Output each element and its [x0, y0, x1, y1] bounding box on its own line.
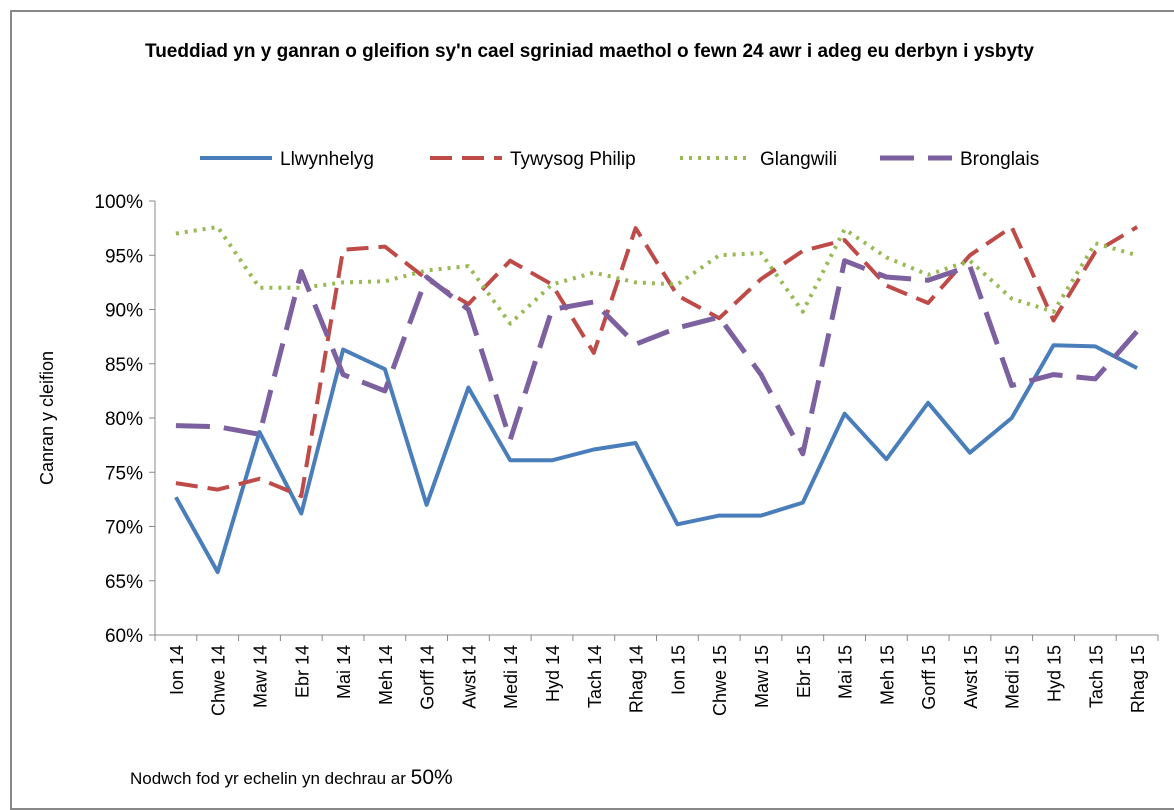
series-line	[175, 225, 1139, 499]
x-tick-label: Meh 14	[376, 645, 396, 705]
x-tick-label: Awst 14	[459, 645, 479, 709]
x-tick-label: Mai 15	[836, 645, 856, 699]
x-tick-label: Tach 14	[585, 645, 605, 708]
legend-label: Tywysog Philip	[510, 149, 636, 170]
x-tick-label: Hyd 14	[543, 645, 563, 702]
footnote: Nodwch fod yr echelin yn dechrau ar 50%	[130, 766, 453, 790]
y-tick-label: 90%	[105, 301, 143, 322]
legend-label: Glangwili	[760, 149, 837, 170]
x-tick-label: Ion 14	[167, 645, 187, 695]
x-tick-label: Ebr 14	[292, 645, 312, 698]
y-tick-label: 65%	[105, 572, 143, 593]
x-tick-label: Gorff 15	[919, 645, 939, 710]
x-tick-label: Chwe 15	[710, 645, 730, 716]
y-tick-label: 85%	[105, 355, 143, 376]
legend-label: Llwynhelyg	[280, 149, 374, 170]
x-tick-label: Medi 15	[1003, 645, 1023, 709]
y-tick-label: 70%	[105, 518, 143, 539]
series-line	[174, 343, 1139, 575]
y-tick-label: 80%	[105, 409, 143, 430]
footnote-emphasis: 50%	[410, 766, 453, 789]
chart-title: Tueddiad yn y ganran o gleifion sy'n cae…	[145, 41, 1034, 62]
y-tick-label: 100%	[94, 192, 143, 213]
y-tick-label: 60%	[105, 626, 143, 647]
x-tick-label: Meh 15	[877, 645, 897, 705]
legend-label: Bronglais	[960, 149, 1039, 170]
x-tick-label: Ion 15	[668, 645, 688, 695]
x-tick-label: Maw 14	[250, 645, 270, 708]
x-tick-label: Chwe 14	[209, 645, 229, 716]
x-tick-label: Hyd 15	[1045, 645, 1065, 702]
x-tick-label: Rhag 14	[627, 645, 647, 713]
x-tick-label: Gorff 14	[418, 645, 438, 710]
x-tick-label: Mai 14	[334, 645, 354, 699]
series-line	[175, 258, 1139, 457]
x-tick-label: Medi 14	[501, 645, 521, 709]
x-tick-label: Maw 15	[752, 645, 772, 708]
x-tick-label: Tach 15	[1086, 645, 1106, 708]
y-tick-label: 75%	[105, 463, 143, 484]
x-tick-label: Rhag 15	[1128, 645, 1148, 713]
y-axis-label: Canran y cleifion	[37, 351, 57, 485]
footnote-text: Nodwch fod yr echelin yn dechrau ar	[130, 769, 406, 788]
x-tick-label: Ebr 15	[794, 645, 814, 698]
x-tick-label: Awst 15	[961, 645, 981, 709]
y-tick-label: 95%	[105, 246, 143, 267]
